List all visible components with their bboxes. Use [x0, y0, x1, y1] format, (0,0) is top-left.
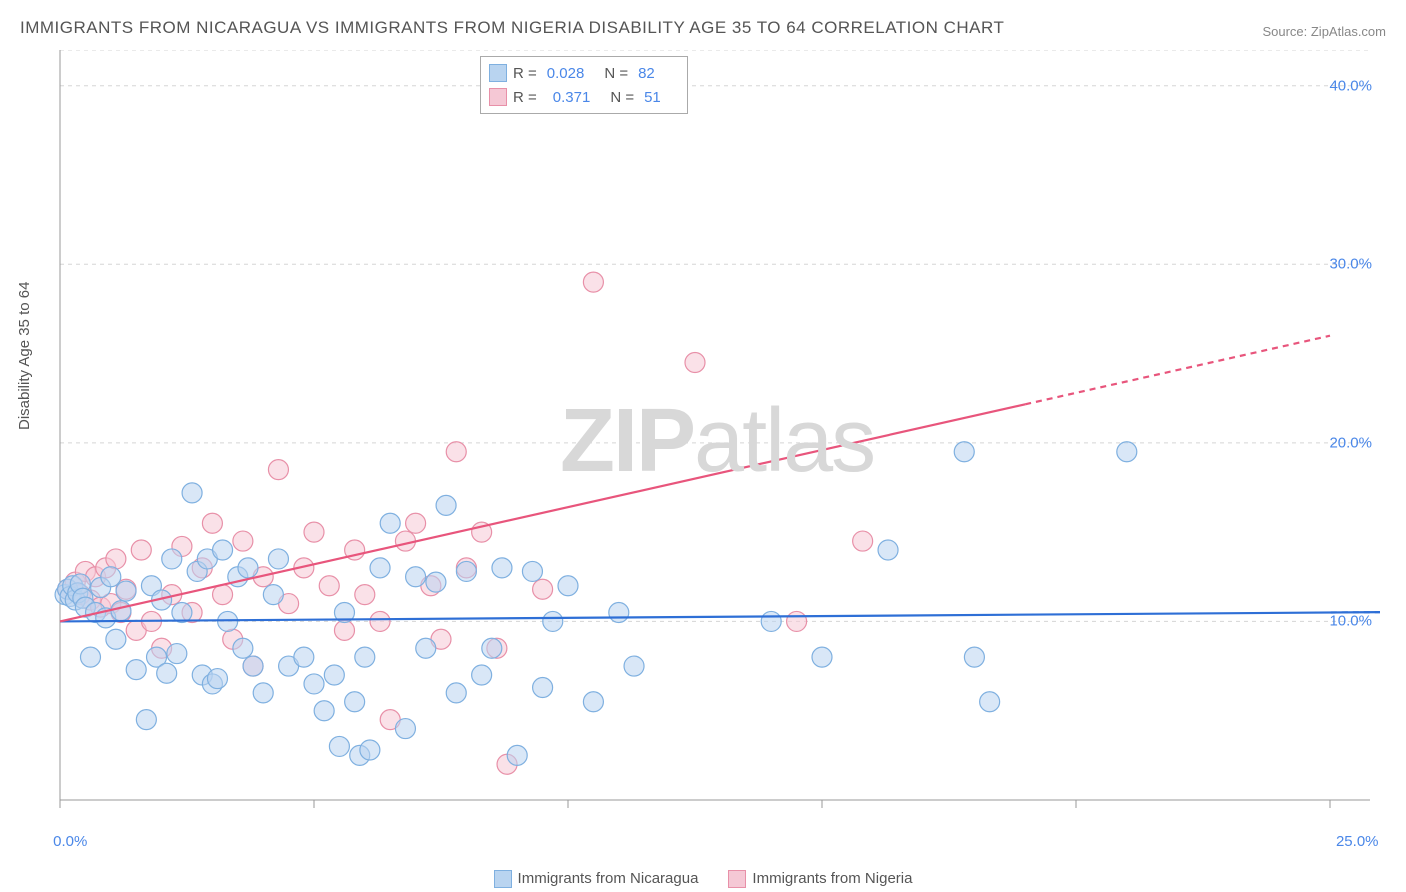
n-value-nicaragua: 82 — [638, 65, 655, 82]
y-tick-label: 40.0% — [1329, 77, 1372, 94]
n-label: N = — [604, 65, 628, 82]
n-label: N = — [610, 89, 634, 106]
r-label: R = — [513, 65, 537, 82]
legend-label-nicaragua: Immigrants from Nicaragua — [518, 870, 699, 887]
y-axis-label: Disability Age 35 to 64 — [16, 282, 33, 430]
series-legend: Immigrants from Nicaragua Immigrants fro… — [0, 870, 1406, 888]
stats-row-nicaragua: R = 0.028 N = 82 — [489, 61, 675, 85]
legend-item-nicaragua: Immigrants from Nicaragua — [494, 870, 699, 888]
source-attribution: Source: ZipAtlas.com — [1262, 24, 1386, 39]
source-prefix: Source: — [1262, 24, 1310, 39]
plot-area: R = 0.028 N = 82 R = 0.371 N = 51 10.0% 2… — [50, 50, 1380, 820]
y-tick-label: 10.0% — [1329, 613, 1372, 630]
x-tick-label: 25.0% — [1336, 833, 1379, 850]
r-value-nicaragua: 0.028 — [547, 65, 585, 82]
n-value-nigeria: 51 — [644, 89, 661, 106]
source-link[interactable]: ZipAtlas.com — [1311, 24, 1386, 39]
swatch-nigeria — [728, 870, 746, 888]
r-label: R = — [513, 89, 537, 106]
swatch-nicaragua — [489, 64, 507, 82]
chart-title: IMMIGRANTS FROM NICARAGUA VS IMMIGRANTS … — [20, 18, 1004, 38]
swatch-nigeria — [489, 88, 507, 106]
scatter-chart — [50, 50, 1380, 860]
y-tick-label: 30.0% — [1329, 256, 1372, 273]
legend-item-nigeria: Immigrants from Nigeria — [728, 870, 912, 888]
stats-legend: R = 0.028 N = 82 R = 0.371 N = 51 — [480, 56, 688, 114]
stats-row-nigeria: R = 0.371 N = 51 — [489, 85, 675, 109]
swatch-nicaragua — [494, 870, 512, 888]
legend-label-nigeria: Immigrants from Nigeria — [752, 870, 912, 887]
y-tick-label: 20.0% — [1329, 434, 1372, 451]
r-value-nigeria: 0.371 — [553, 89, 591, 106]
x-tick-label: 0.0% — [53, 833, 87, 850]
